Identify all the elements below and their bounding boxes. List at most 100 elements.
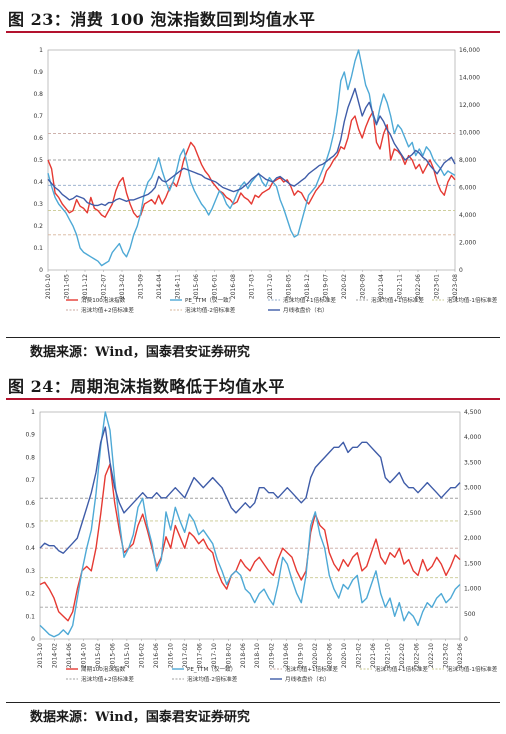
x-tick-label: 2022-10 xyxy=(428,643,435,668)
series-line xyxy=(39,426,461,554)
x-tick-label: 2012-07 xyxy=(101,274,108,299)
y-right-tick-label: 16,000 xyxy=(459,47,480,54)
x-tick-label: 2011-05 xyxy=(64,274,71,299)
series-line xyxy=(47,49,456,267)
x-tick-label: 2019-10 xyxy=(298,643,305,668)
legend-label: 泡沫均值+1倍标准差 xyxy=(283,296,336,304)
x-tick-label: 2014-10 xyxy=(80,643,87,668)
x-tick-label: 2011-12 xyxy=(82,274,89,299)
y-left-tick-label: 0.1 xyxy=(25,613,35,620)
y-right-tick-label: 10,000 xyxy=(459,130,480,137)
x-tick-label: 2022-02 xyxy=(399,643,406,668)
x-tick-label: 2021-02 xyxy=(356,643,363,668)
y-left-tick-label: 0.8 xyxy=(33,91,43,98)
legend-label: 泡沫均值-2倍标准差 xyxy=(185,306,236,314)
y-left-tick-label: 0.6 xyxy=(25,500,35,507)
source-note-23: 数据来源：Wind，国泰君安证券研究 xyxy=(30,345,250,360)
x-tick-label: 2021-06 xyxy=(370,643,377,668)
legend-label: PE_TTM（仅一致） xyxy=(187,665,236,673)
figure-title-23: 图 23：消费 100 泡沫指数回到均值水平 xyxy=(8,10,316,29)
x-tick-label: 2010-10 xyxy=(45,274,52,299)
x-tick-label: 2015-06 xyxy=(193,274,200,299)
y-left-tick-label: 0 xyxy=(31,636,35,643)
legend-label: 泡沫均值+2倍标准差 xyxy=(81,675,134,683)
x-tick-label: 2021-04 xyxy=(378,274,385,299)
x-tick-label: 2015-06 xyxy=(109,643,116,668)
y-left-tick-label: 0.3 xyxy=(25,568,35,575)
x-tick-label: 2017-06 xyxy=(196,643,203,668)
x-tick-label: 2017-10 xyxy=(211,643,218,668)
x-tick-label: 2018-02 xyxy=(225,643,232,668)
legend-label: 泡沫均值+2倍标准差 xyxy=(81,306,134,314)
legend-label: 泡沫均值+1倍标准差 xyxy=(375,665,428,673)
x-tick-label: 2016-06 xyxy=(153,643,160,668)
legend-label: 月线收盘价（右） xyxy=(283,306,328,314)
source-rule-23 xyxy=(6,337,500,338)
x-tick-label: 2016-02 xyxy=(138,643,145,668)
chart-24: 0 0.1 0.2 0.3 0.4 0.5 0.6 0.7 0.8 0.9 1 0 500 1,000 1,… xyxy=(25,409,498,683)
x-tick-label: 2018-10 xyxy=(254,643,261,668)
y-left-tick-label: 0.2 xyxy=(33,223,43,230)
y-right-tick-label: 3,500 xyxy=(464,459,481,466)
legend-label: 消费100泡沫指数 xyxy=(81,296,126,304)
y-left-tick-label: 0.8 xyxy=(25,454,35,461)
x-tick-label: 2018-05 xyxy=(286,274,293,299)
title-rule-24 xyxy=(6,398,500,400)
x-tick-label: 2013-09 xyxy=(138,274,145,299)
y-right-tick-label: 2,500 xyxy=(464,510,481,517)
y-left-tick-label: 0.9 xyxy=(33,69,43,76)
legend-label: 泡沫均值+1倍标准差 xyxy=(371,296,424,304)
y-left-tick-label: 0.5 xyxy=(25,523,35,530)
x-tick-label: 2014-04 xyxy=(156,274,163,299)
x-tick-label: 2021-10 xyxy=(385,643,392,668)
x-tick-label: 2014-11 xyxy=(175,274,182,299)
y-right-tick-label: 12,000 xyxy=(459,102,480,109)
y-left-tick-label: 0 xyxy=(39,267,43,274)
x-tick-label: 2017-03 xyxy=(249,274,256,299)
y-right-tick-label: 8,000 xyxy=(459,157,476,164)
y-left-tick-label: 0.2 xyxy=(25,591,35,598)
x-tick-label: 2023-02 xyxy=(443,643,450,668)
x-tick-label: 2023-08 xyxy=(452,274,459,299)
x-tick-label: 2022-06 xyxy=(414,643,421,668)
x-tick-label: 2019-02 xyxy=(269,643,276,668)
y-right-tick-label: 0 xyxy=(459,267,463,274)
y-left-tick-label: 0.3 xyxy=(33,201,43,208)
x-tick-label: 2017-10 xyxy=(267,274,274,299)
source-rule-24 xyxy=(6,702,500,703)
y-left-tick-label: 0.7 xyxy=(25,477,35,484)
x-tick-label: 2021-11 xyxy=(397,274,404,299)
y-left-tick-label: 0.5 xyxy=(33,157,43,164)
x-tick-label: 2015-10 xyxy=(124,643,131,668)
series-line xyxy=(47,110,456,218)
x-tick-label: 2020-02 xyxy=(341,274,348,299)
y-left-tick-label: 0.4 xyxy=(25,545,35,552)
y-left-tick-label: 0.1 xyxy=(33,245,43,252)
y-left-tick-label: 0.6 xyxy=(33,135,43,142)
chart-23: 0 0.1 0.2 0.3 0.4 0.5 0.6 0.7 0.8 0.9 1 0 2,000 4,000… xyxy=(33,47,498,314)
legend-label: 月线收盘价（右） xyxy=(285,675,330,683)
y-right-tick-label: 1,500 xyxy=(464,560,481,567)
x-tick-label: 2020-09 xyxy=(360,274,367,299)
y-left-tick-label: 0.9 xyxy=(25,432,35,439)
x-tick-label: 2016-08 xyxy=(230,274,237,299)
legend-label: 泡沫均值-1倍标准差 xyxy=(447,296,498,304)
x-tick-label: 2016-10 xyxy=(167,643,174,668)
y-right-tick-label: 4,000 xyxy=(459,212,476,219)
y-left-tick-label: 0.7 xyxy=(33,113,43,120)
series-line xyxy=(39,411,461,638)
y-right-tick-label: 14,000 xyxy=(459,75,480,82)
x-tick-label: 2013-02 xyxy=(119,274,126,299)
y-left-tick-label: 1 xyxy=(39,47,43,54)
y-right-tick-label: 4,000 xyxy=(464,434,481,441)
legend-label: 泡沫均值-1倍标准差 xyxy=(447,665,498,673)
x-tick-label: 2020-10 xyxy=(341,643,348,668)
y-right-tick-label: 2,000 xyxy=(464,535,481,542)
y-left-tick-label: 0.4 xyxy=(33,179,43,186)
x-tick-label: 2020-02 xyxy=(312,643,319,668)
y-right-tick-label: 4,500 xyxy=(464,409,481,416)
y-right-tick-label: 6,000 xyxy=(459,185,476,192)
legend-label: PE_TTM（仅一致） xyxy=(185,296,234,304)
legend-label: 泡沫均值-2倍标准差 xyxy=(187,675,238,683)
x-tick-label: 2014-02 xyxy=(51,643,58,668)
